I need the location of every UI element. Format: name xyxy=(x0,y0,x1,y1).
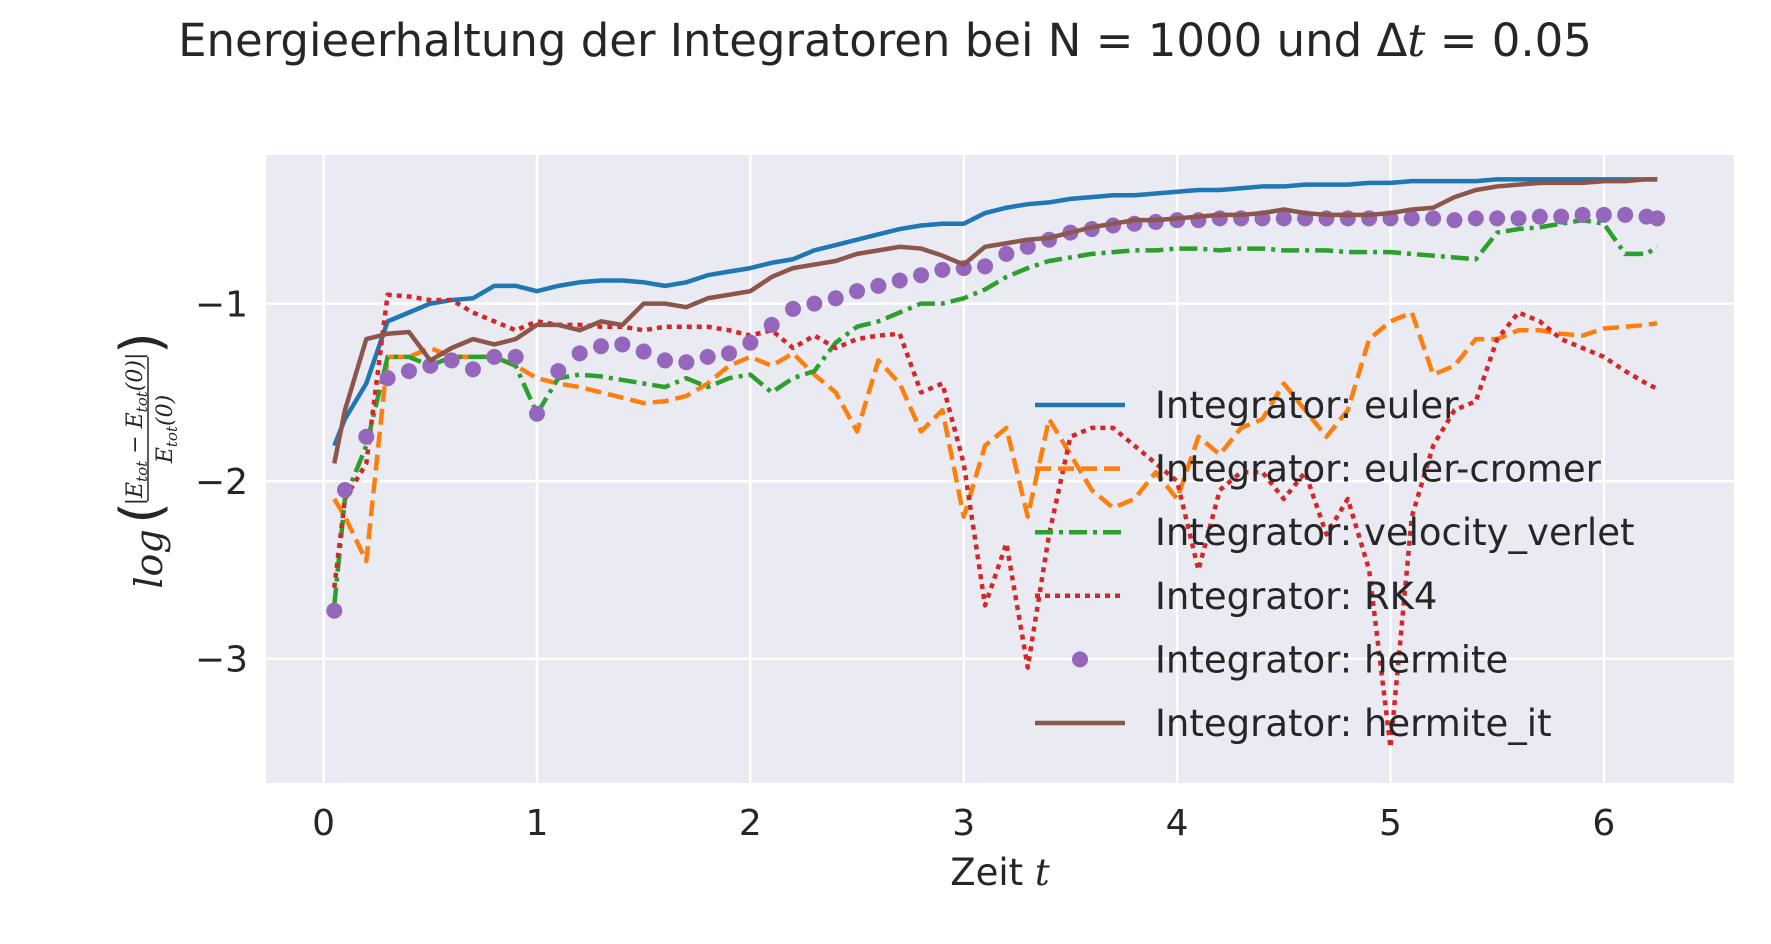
y-label-paren: ( xyxy=(109,502,174,524)
series-layer xyxy=(326,177,1666,750)
marker xyxy=(699,348,716,365)
marker xyxy=(1489,210,1506,227)
marker xyxy=(464,361,481,378)
marker xyxy=(1553,208,1570,225)
marker xyxy=(443,352,460,369)
text-part: − E xyxy=(123,412,148,460)
text-part: tot xyxy=(133,460,151,482)
y-label-func: log xyxy=(127,529,171,588)
marker xyxy=(1649,210,1666,227)
marker xyxy=(763,316,780,333)
text-part: (0)| xyxy=(123,353,148,392)
marker xyxy=(422,357,439,374)
marker xyxy=(635,343,652,360)
marker xyxy=(528,405,545,422)
marker xyxy=(1531,208,1548,225)
y-tick-label: −3 xyxy=(195,640,248,681)
x-tick-label: 5 xyxy=(1379,803,1402,844)
series-line xyxy=(332,177,1658,464)
marker xyxy=(678,354,695,371)
grid xyxy=(266,155,1734,783)
marker xyxy=(721,345,738,362)
marker xyxy=(913,267,930,284)
marker xyxy=(336,482,353,499)
legend-label: Integrator: hermite xyxy=(1155,638,1508,681)
x-tick-label: 4 xyxy=(1166,803,1189,844)
labels: Energieerhaltung der Integratoren bei N … xyxy=(109,14,1615,894)
marker xyxy=(998,245,1015,262)
marker xyxy=(1617,206,1634,223)
text-part: = 0.05 xyxy=(1425,14,1592,67)
x-tick-label: 1 xyxy=(526,803,549,844)
text-part: Energieerhaltung der Integratoren bei N … xyxy=(178,14,1407,67)
marker xyxy=(507,348,524,365)
text-part: t xyxy=(1035,851,1050,894)
marker xyxy=(891,272,908,289)
text-part: (0) xyxy=(153,395,178,426)
legend-label: Integrator: velocity_verlet xyxy=(1155,511,1634,554)
marker xyxy=(400,363,417,380)
text-part: |E xyxy=(123,482,148,505)
x-tick-label: 6 xyxy=(1592,803,1615,844)
text-part: t xyxy=(1407,14,1426,67)
series-line xyxy=(332,177,1658,447)
text-part: E xyxy=(153,447,178,464)
marker xyxy=(1510,210,1527,227)
marker xyxy=(326,602,343,619)
series-line xyxy=(332,217,1659,606)
y-label-fraction: Etot(0) xyxy=(153,395,181,464)
x-tick-label: 0 xyxy=(312,803,335,844)
legend-label: Integrator: hermite_it xyxy=(1155,702,1552,745)
marker xyxy=(1275,210,1292,227)
marker xyxy=(1403,210,1420,227)
marker xyxy=(1574,206,1591,223)
y-axis-label: log(|Etot − Etot(0)|Etot(0)) xyxy=(109,332,181,589)
marker xyxy=(614,336,631,353)
marker xyxy=(1446,212,1463,229)
marker xyxy=(592,338,609,355)
x-axis-label: Zeit t xyxy=(950,851,1050,894)
legend: Integrator: euler Integrator: euler-crome… xyxy=(1035,384,1634,745)
marker xyxy=(806,295,823,312)
text-part: Zeit xyxy=(950,851,1035,894)
marker xyxy=(358,428,375,445)
marker xyxy=(379,370,396,387)
marker xyxy=(550,363,567,380)
x-tick-label: 3 xyxy=(952,803,975,844)
marker xyxy=(849,283,866,300)
y-label-paren: ) xyxy=(109,332,174,354)
marker xyxy=(742,334,759,351)
marker xyxy=(1595,206,1612,223)
series-line xyxy=(332,310,1658,564)
marker xyxy=(977,258,994,275)
y-label-fraction: |Etot − Etot(0)| xyxy=(123,353,151,506)
legend-label: Integrator: RK4 xyxy=(1155,575,1437,618)
marker xyxy=(1019,238,1036,255)
marker xyxy=(870,277,887,294)
marker xyxy=(934,261,951,278)
legend-label: Integrator: euler-cromer xyxy=(1155,448,1602,491)
marker xyxy=(571,345,588,362)
y-tick-label: −2 xyxy=(195,462,248,503)
marker xyxy=(1425,210,1442,227)
legend-label: Integrator: euler xyxy=(1155,384,1459,427)
marker xyxy=(486,348,503,365)
y-tick-label: −1 xyxy=(195,285,248,326)
x-tick-label: 2 xyxy=(739,803,762,844)
plot-area xyxy=(266,155,1734,783)
text-part: tot xyxy=(163,425,181,447)
marker xyxy=(1467,210,1484,227)
text-part: tot xyxy=(133,390,151,412)
marker xyxy=(785,300,802,317)
marker xyxy=(657,352,674,369)
chart-title: Energieerhaltung der Integratoren bei N … xyxy=(178,14,1592,67)
marker xyxy=(827,290,844,307)
legend-marker xyxy=(1072,651,1088,668)
